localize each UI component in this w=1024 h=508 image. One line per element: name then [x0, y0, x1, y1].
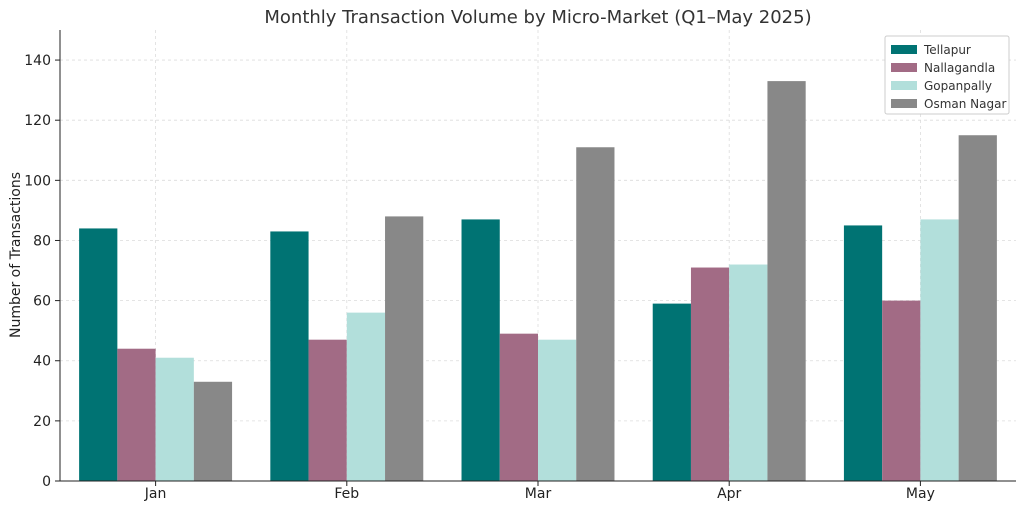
- x-tick-label: Jan: [144, 486, 167, 502]
- y-tick-label: 60: [33, 294, 51, 310]
- legend-label: Tellapur: [923, 43, 971, 57]
- y-tick-label: 40: [33, 354, 51, 370]
- x-tick-label: Feb: [334, 486, 359, 502]
- x-tick-label: May: [906, 486, 935, 502]
- bar-nallagandla-mar: [499, 333, 538, 481]
- legend-swatch: [891, 81, 917, 90]
- bar-tellapur-apr: [652, 303, 691, 481]
- bar-gopanpally-mar: [538, 339, 577, 481]
- legend-swatch: [891, 45, 917, 54]
- bar-gopanpally-feb: [346, 312, 386, 481]
- tick-labels: 0 20 40 60 80 100 120 140 Jan Feb Mar Apr May: [24, 53, 935, 502]
- axes: [55, 30, 1016, 486]
- bar-nallagandla-apr: [690, 267, 730, 481]
- y-axis-label: Number of Transactions: [8, 172, 24, 338]
- legend-box: [884, 35, 1010, 115]
- chart-title: Monthly Transaction Volume by Micro-Mark…: [264, 7, 811, 28]
- x-tick-label: Apr: [717, 486, 741, 502]
- bar-osman-nagar-jan: [193, 381, 233, 481]
- bar-osman-nagar-mar: [576, 147, 615, 481]
- y-tick-label: 100: [24, 173, 51, 189]
- x-tick-label: Mar: [525, 486, 552, 502]
- bar-gopanpally-jan: [155, 357, 194, 481]
- bar-tellapur-feb: [270, 231, 309, 481]
- legend-swatch: [891, 63, 917, 72]
- bar-tellapur-jan: [79, 228, 118, 481]
- legend: Tellapur Nallagandla Gopanpally Osman Nagar: [884, 35, 1010, 115]
- bar-gopanpally-apr: [729, 264, 768, 481]
- bar-nallagandla-jan: [117, 348, 156, 481]
- legend-label: Osman Nagar: [924, 97, 1006, 111]
- bar-gopanpally-may: [920, 219, 959, 482]
- bar-tellapur-may: [843, 225, 883, 481]
- y-tick-label: 20: [33, 414, 51, 430]
- bar-tellapur-mar: [461, 219, 500, 482]
- bar-nallagandla-may: [882, 300, 921, 481]
- legend-swatch: [891, 99, 917, 108]
- bars: [79, 81, 997, 482]
- y-tick-label: 0: [42, 474, 51, 490]
- bar-nallagandla-feb: [308, 339, 347, 481]
- bar-osman-nagar-may: [958, 135, 997, 482]
- y-tick-label: 140: [24, 53, 51, 69]
- bar-osman-nagar-feb: [385, 216, 424, 481]
- bar-osman-nagar-apr: [767, 81, 806, 482]
- legend-label: Nallagandla: [924, 61, 995, 75]
- legend-label: Gopanpally: [924, 79, 992, 93]
- y-tick-label: 120: [24, 113, 51, 129]
- y-tick-label: 80: [33, 233, 51, 249]
